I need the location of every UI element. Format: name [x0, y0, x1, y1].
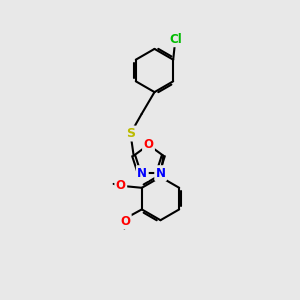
Text: Cl: Cl	[169, 33, 182, 46]
Text: N: N	[137, 167, 147, 180]
Text: S: S	[126, 127, 135, 140]
Text: O: O	[120, 215, 130, 228]
Text: N: N	[156, 167, 166, 180]
Text: O: O	[143, 138, 154, 152]
Text: O: O	[116, 179, 126, 192]
